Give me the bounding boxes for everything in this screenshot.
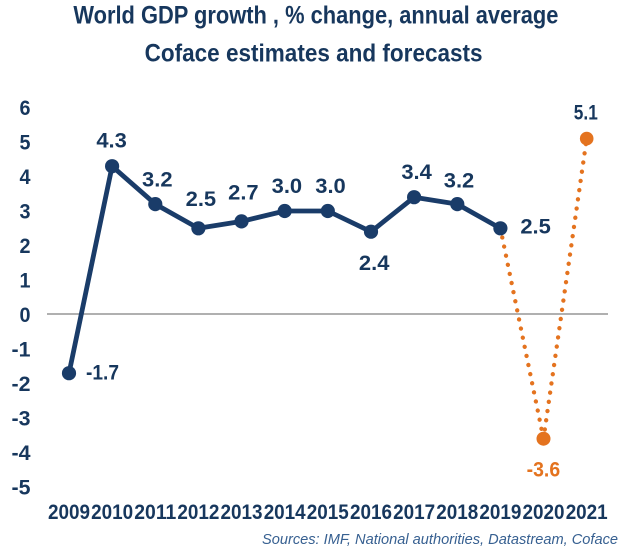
svg-text:-1: -1 (12, 338, 31, 362)
svg-text:2009: 2009 (48, 500, 90, 524)
svg-text:5.1: 5.1 (574, 101, 598, 125)
svg-text:-3.6: -3.6 (527, 457, 561, 481)
svg-text:3.0: 3.0 (272, 174, 303, 198)
svg-text:4.3: 4.3 (96, 128, 127, 152)
svg-text:1: 1 (20, 269, 31, 293)
svg-text:2020: 2020 (523, 500, 565, 524)
svg-text:2.4: 2.4 (359, 251, 390, 275)
svg-text:3.2: 3.2 (142, 168, 173, 192)
svg-text:2019: 2019 (479, 500, 521, 524)
svg-text:2016: 2016 (350, 500, 392, 524)
svg-text:2013: 2013 (221, 500, 263, 524)
svg-text:2010: 2010 (91, 500, 133, 524)
svg-text:-2: -2 (12, 372, 31, 396)
svg-text:-4: -4 (12, 441, 31, 465)
svg-text:2021: 2021 (566, 500, 608, 524)
svg-text:4: 4 (20, 165, 31, 189)
svg-text:2015: 2015 (307, 500, 349, 524)
svg-text:2.5: 2.5 (520, 215, 551, 239)
svg-text:2011: 2011 (134, 500, 176, 524)
svg-text:-1.7: -1.7 (86, 361, 119, 385)
svg-text:6: 6 (20, 96, 31, 120)
svg-text:2014: 2014 (264, 500, 306, 524)
svg-text:2.5: 2.5 (186, 187, 217, 211)
svg-text:Coface estimates and forecasts: Coface estimates and forecasts (145, 39, 483, 67)
svg-text:2: 2 (20, 234, 31, 258)
svg-text:3.4: 3.4 (401, 160, 432, 184)
svg-text:2.7: 2.7 (228, 181, 259, 205)
svg-text:2012: 2012 (177, 500, 219, 524)
svg-text:5: 5 (20, 131, 31, 155)
svg-text:3: 3 (20, 200, 31, 224)
svg-text:-3: -3 (12, 407, 31, 431)
svg-text:-5: -5 (12, 476, 31, 500)
svg-text:3.2: 3.2 (444, 169, 475, 193)
svg-text:Sources: IMF, National authori: Sources: IMF, National authorities, Data… (262, 531, 618, 548)
svg-text:2018: 2018 (436, 500, 478, 524)
svg-text:3.0: 3.0 (315, 174, 346, 198)
svg-text:World GDP growth , % change, a: World GDP growth , % change, annual aver… (73, 1, 558, 29)
svg-text:2017: 2017 (393, 500, 435, 524)
svg-text:0: 0 (20, 303, 31, 327)
